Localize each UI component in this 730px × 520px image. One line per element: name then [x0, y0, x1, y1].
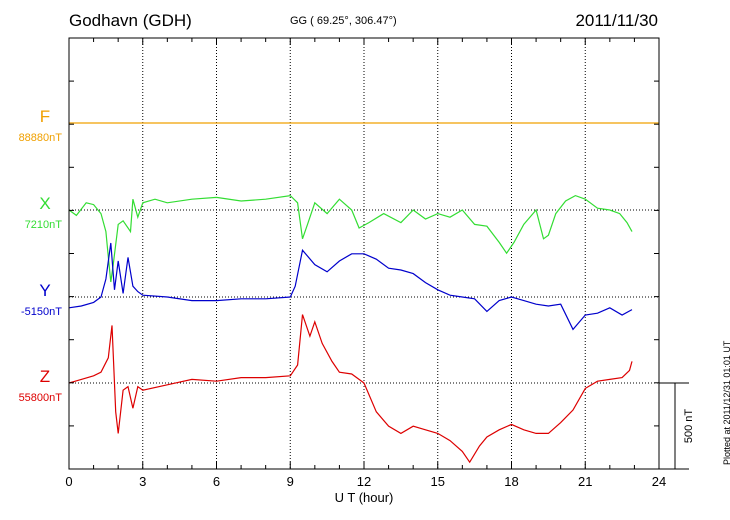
series-name-z: Z: [40, 367, 50, 386]
series-name-y: Y: [39, 281, 50, 300]
x-axis-label: U T (hour): [335, 490, 394, 505]
series-baseline-x: 7210nT: [25, 219, 63, 231]
x-tick-label: 18: [504, 474, 518, 489]
series-baseline-f: 88880nT: [19, 132, 63, 144]
plotted-timestamp: Plotted at 2011/12/31 01:01 UT: [722, 340, 730, 465]
x-tick-label: 6: [213, 474, 220, 489]
x-tick-label: 0: [65, 474, 72, 489]
station-coords: GG ( 69.25°, 306.47°): [290, 15, 397, 27]
plot-date: 2011/11/30: [575, 11, 658, 30]
x-tick-label: 15: [431, 474, 445, 489]
x-tick-label: 12: [357, 474, 371, 489]
scale-bar-label: 500 nT: [683, 409, 695, 444]
series-baseline-z: 55800nT: [19, 392, 63, 404]
station-title: Godhavn (GDH): [69, 11, 192, 30]
x-tick-label: 9: [287, 474, 294, 489]
series-name-f: F: [40, 107, 50, 126]
x-tick-label: 3: [139, 474, 146, 489]
x-tick-label: 24: [652, 474, 666, 489]
plot-frame: [68, 37, 689, 470]
axis-labels: 0 3 6 9 12 15 18 21 24 U T (hour) F 88880nT X 7210nT Y…: [19, 107, 695, 505]
series-line-z: [68, 314, 633, 464]
series-lines: [68, 122, 659, 464]
series-baseline-y: -5150nT: [21, 306, 62, 318]
series-line-x: [68, 194, 633, 283]
series-name-x: X: [39, 194, 50, 213]
series-line-y: [68, 242, 633, 331]
x-tick-label: 21: [578, 474, 592, 489]
